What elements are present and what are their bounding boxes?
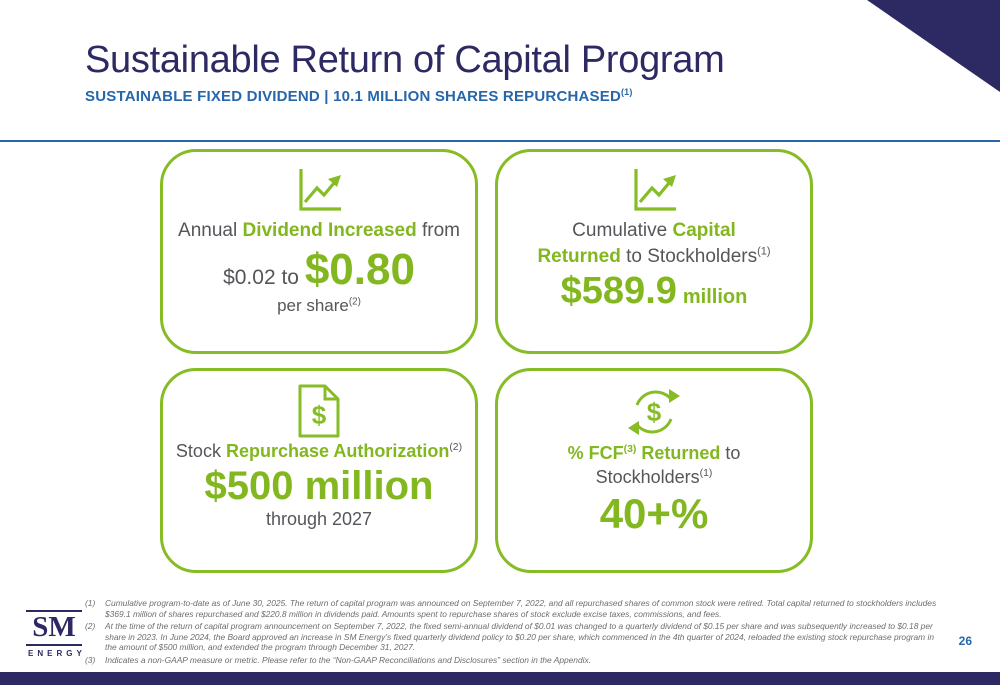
card2-amount: $589.9 xyxy=(560,270,677,313)
card-cumulative-capital: Cumulative Capital Returned to Stockhold… xyxy=(495,149,813,354)
footnote-row: (2) At the time of the return of capital… xyxy=(85,621,940,653)
card2-headline-c: to Stockholders xyxy=(620,245,758,267)
footnote-number: (3) xyxy=(85,654,96,665)
card1-subline: per share(2) xyxy=(277,296,361,316)
logo-sm-frame: SM xyxy=(26,610,82,646)
card2-headline-a: Cumulative xyxy=(572,220,673,241)
card4-headline-a: % FCF xyxy=(567,443,624,463)
card3-footnote-ref: (2) xyxy=(449,442,463,453)
line-chart-up-icon xyxy=(292,164,346,218)
card2-amount-unit: million xyxy=(682,286,748,309)
slide-title: Sustainable Return of Capital Program xyxy=(85,39,725,81)
card4-amount-line: 40+% xyxy=(600,490,709,538)
card4-amount: 40+% xyxy=(599,489,709,537)
card2-footnote-ref: (1) xyxy=(757,245,771,258)
footnote-row: (3) Indicates a non-GAAP measure or metr… xyxy=(85,655,940,666)
sm-energy-logo: SM ENERGY xyxy=(26,610,82,658)
svg-text:$: $ xyxy=(312,400,327,430)
subtitle-text: SUSTAINABLE FIXED DIVIDEND | 10.1 MILLIO… xyxy=(85,87,621,105)
corner-accent-shape xyxy=(867,0,1000,92)
card1-footnote-ref: (2) xyxy=(348,296,361,308)
card1-amount-prefix: $0.02 to xyxy=(223,265,305,289)
card4-footnote-ref-b: (1) xyxy=(699,468,713,480)
card3-headline-b: Repurchase Authorization xyxy=(225,441,450,461)
footnote-number: (1) xyxy=(85,598,96,608)
card1-amount: $0.80 xyxy=(304,244,415,294)
dollar-document-icon: $ xyxy=(297,383,341,439)
card3-subline: through 2027 xyxy=(265,509,373,530)
page-number: 26 xyxy=(958,634,972,648)
card3-amount-line: $500 million xyxy=(205,463,434,509)
header-divider xyxy=(0,140,1000,142)
card2-headline-b: Capital Returned xyxy=(537,220,736,267)
card4-footnote-ref-a: (3) xyxy=(623,444,637,455)
card1-headline-c: from xyxy=(416,220,460,241)
card4-headline-c: to Stockholders xyxy=(595,443,741,488)
svg-text:$: $ xyxy=(647,397,662,427)
slide-subtitle: SUSTAINABLE FIXED DIVIDEND | 10.1 MILLIO… xyxy=(85,86,724,105)
footnote-row: (1) Cumulative program-to-date as of Jun… xyxy=(85,598,940,619)
card1-headline: Annual Dividend Increased from xyxy=(178,218,460,244)
cards-grid: Annual Dividend Increased from $0.02 to … xyxy=(160,149,813,573)
card1-amount-line: $0.02 to $0.80 xyxy=(223,244,415,297)
bottom-bar xyxy=(0,672,1000,685)
line-chart-up-icon xyxy=(627,164,681,218)
card2-headline: Cumulative Capital Returned to Stockhold… xyxy=(532,218,776,269)
card1-headline-a: Annual xyxy=(178,220,243,241)
logo-energy-text: ENERGY xyxy=(28,648,86,658)
card1-headline-b: Dividend Increased xyxy=(242,220,417,241)
footnote-text: Indicates a non-GAAP measure or metric. … xyxy=(105,654,591,665)
footnote-text: Cumulative program-to-date as of June 30… xyxy=(105,598,937,619)
footnotes: (1) Cumulative program-to-date as of Jun… xyxy=(85,598,940,667)
card3-amount: $500 million xyxy=(204,464,434,509)
header: Sustainable Return of Capital Program SU… xyxy=(85,39,725,105)
card4-headline: % FCF(3) Returned to Stockholders(1) xyxy=(528,441,780,490)
card3-headline-a: Stock xyxy=(175,441,226,461)
card3-headline: Stock Repurchase Authorization(2) xyxy=(176,439,462,463)
dollar-cycle-icon: $ xyxy=(625,383,683,441)
footnote-number: (2) xyxy=(85,621,96,631)
card4-headline-b: Returned xyxy=(636,443,721,463)
subtitle-footnote-ref: (1) xyxy=(620,86,633,97)
logo-sm-text: SM xyxy=(32,611,76,643)
card-repurchase-authorization: $ Stock Repurchase Authorization(2) $500… xyxy=(160,368,478,573)
card-annual-dividend: Annual Dividend Increased from $0.02 to … xyxy=(160,149,478,354)
card-fcf-returned: $ % FCF(3) Returned to Stockholders(1) 4… xyxy=(495,368,813,573)
card1-subline-text: per share xyxy=(277,296,349,316)
footnote-text: At the time of the return of capital pro… xyxy=(105,621,934,652)
card2-amount-line: $589.9 million xyxy=(561,269,748,315)
